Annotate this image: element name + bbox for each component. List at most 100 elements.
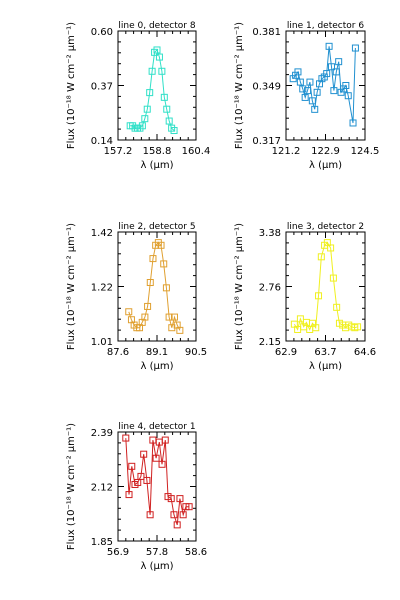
data-point-marker: [313, 88, 321, 96]
y-tick-label: 1.01: [91, 337, 113, 348]
data-point-marker: [304, 87, 312, 95]
panel-1: line 1, detector 6 121.2 122.9 124.5 0.317 0.…: [234, 21, 379, 171]
data-point-marker: [316, 80, 324, 88]
data-point-marker: [167, 495, 175, 503]
data-point-marker: [342, 82, 350, 89]
data-point-marker: [128, 462, 136, 470]
y-tick-label: 0.14: [91, 136, 113, 147]
data-point-marker: [335, 58, 343, 66]
data-point-marker: [146, 511, 154, 519]
data-point-marker: [138, 122, 146, 130]
data-point-marker: [141, 115, 149, 123]
data-point-marker: [155, 53, 163, 61]
data-point-marker: [146, 279, 154, 287]
data-point-marker: [344, 92, 352, 100]
data-point-marker: [143, 476, 151, 484]
x-tick-label: 124.5: [351, 146, 380, 157]
x-axis-label: λ (μm): [309, 160, 342, 171]
data-point-marker: [168, 124, 176, 132]
data-point-marker: [333, 303, 341, 311]
data-point-marker: [317, 253, 325, 261]
panel-title: line 1, detector 6: [287, 21, 364, 31]
data-point-marker: [354, 323, 362, 331]
data-point-marker: [306, 78, 314, 86]
x-tick-label: 90.5: [185, 347, 207, 358]
data-point-marker: [173, 521, 181, 529]
x-axis-label: λ (μm): [140, 561, 173, 572]
y-axis-label: Flux (10⁻¹⁸ W cm⁻² μm⁻¹): [234, 223, 245, 350]
x-tick-label: 158.8: [143, 146, 172, 157]
y-tick-label: 0.317: [252, 136, 281, 147]
data-point-marker: [158, 67, 166, 75]
y-axis-label: Flux (10⁻¹⁸ W cm⁻² μm⁻¹): [66, 223, 77, 350]
data-point-marker: [332, 68, 340, 76]
panel-3: line 3, detector 2 62.9 63.7 64.6 2.15 2.76 3.…: [234, 222, 376, 372]
x-tick-label: 157.2: [104, 146, 133, 157]
data-point-marker: [312, 324, 320, 332]
data-point-marker: [296, 78, 304, 86]
data-point-marker: [327, 244, 335, 252]
data-point-marker: [185, 503, 193, 511]
x-axis-label: λ (μm): [140, 361, 173, 372]
data-point-marker: [165, 313, 173, 321]
data-point-marker: [176, 326, 184, 334]
data-point-marker: [325, 42, 333, 50]
data-point-marker: [146, 89, 154, 97]
data-point-marker: [137, 472, 145, 480]
y-tick-label: 0.60: [91, 27, 113, 38]
x-tick-label: 121.2: [272, 146, 301, 157]
data-point-marker: [153, 46, 161, 54]
data-point-marker: [165, 117, 173, 125]
x-tick-label: 122.9: [311, 146, 340, 157]
data-point-marker: [151, 48, 159, 56]
y-tick-label: 2.39: [91, 428, 113, 439]
data-point-marker: [136, 124, 144, 132]
data-point-marker: [148, 67, 156, 75]
y-tick-label: 2.15: [259, 337, 281, 348]
x-axis-label: λ (μm): [309, 361, 342, 372]
panel-0: line 0, detector 8 157.2 158.8 160.4 0.14 0.3…: [66, 21, 210, 171]
data-point-marker: [162, 284, 170, 292]
data-point-marker: [143, 105, 151, 113]
x-tick-label: 58.6: [185, 547, 207, 558]
x-tick-label: 89.1: [146, 347, 168, 358]
panel-title: line 4, detector 1: [118, 422, 195, 432]
data-point-marker: [157, 241, 165, 249]
y-tick-label: 0.381: [252, 27, 281, 38]
data-point-marker: [323, 70, 331, 78]
panel-title: line 0, detector 8: [118, 21, 195, 31]
x-tick-label: 56.9: [107, 547, 129, 558]
y-tick-label: 0.37: [91, 82, 113, 93]
x-tick-label: 64.6: [354, 347, 376, 358]
x-tick-label: 87.6: [107, 347, 129, 358]
data-point-marker: [301, 93, 309, 101]
y-axis-label: Flux (10⁻¹⁸ W cm⁻² μm⁻¹): [234, 22, 245, 149]
data-point-marker: [294, 68, 302, 76]
data-point-marker: [176, 495, 184, 503]
data-point-marker: [296, 315, 304, 323]
data-point-marker: [125, 308, 133, 316]
panel-4: line 4, detector 1 56.9 57.8 58.6 1.85 2.12 2.…: [66, 422, 207, 572]
data-point-marker: [152, 454, 160, 462]
x-tick-label: 160.4: [182, 146, 211, 157]
series-line: [293, 241, 358, 331]
data-point-marker: [170, 127, 178, 135]
data-point-marker: [299, 85, 307, 93]
data-point-marker: [140, 450, 148, 458]
data-point-marker: [311, 105, 319, 113]
data-point-marker: [158, 460, 166, 468]
series-line: [125, 438, 190, 526]
panel-title: line 3, detector 2: [287, 222, 364, 232]
y-tick-label: 1.42: [91, 228, 113, 239]
x-tick-label: 57.8: [146, 547, 168, 558]
data-point-marker: [122, 434, 130, 442]
data-point-marker: [315, 292, 323, 300]
data-point-marker: [170, 511, 178, 519]
series-line: [130, 49, 175, 131]
y-tick-label: 1.22: [91, 283, 113, 294]
data-point-marker: [318, 75, 326, 83]
data-point-marker: [170, 313, 178, 321]
data-point-marker: [129, 122, 137, 130]
y-tick-label: 2.76: [259, 283, 281, 294]
